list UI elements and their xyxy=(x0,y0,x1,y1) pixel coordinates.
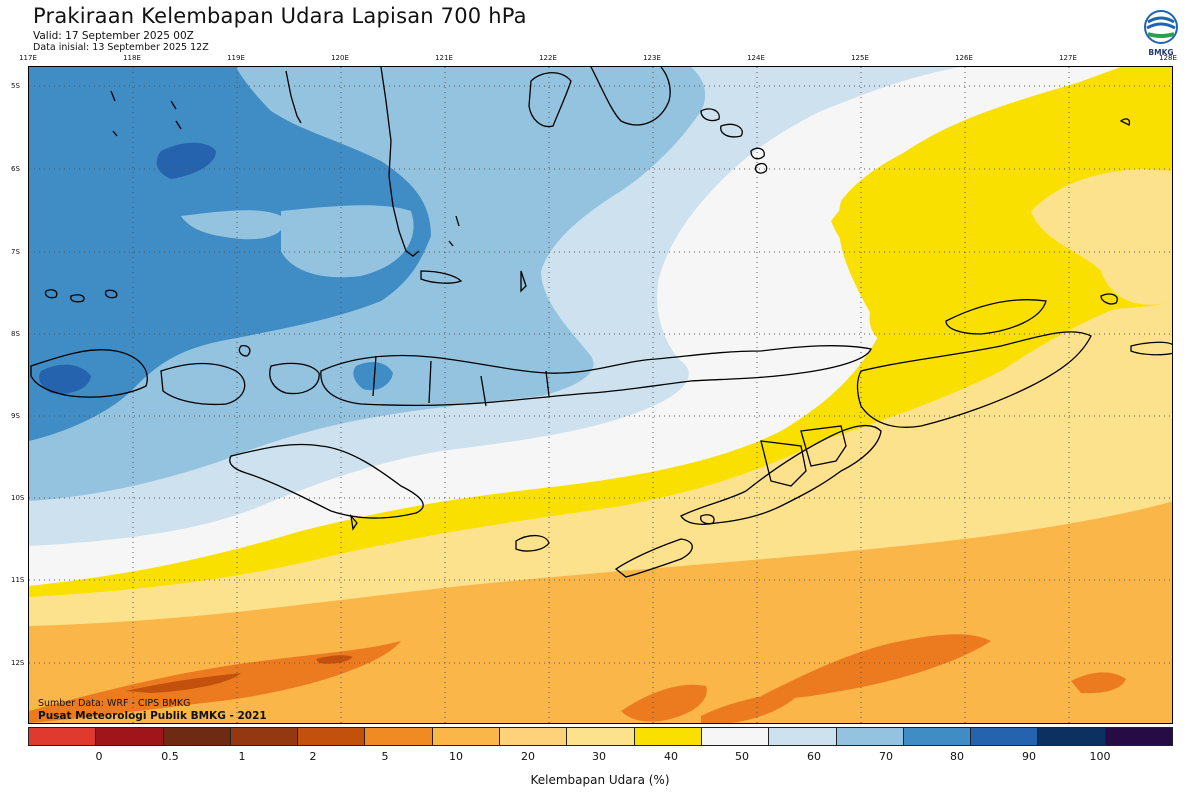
colorbar-swatch xyxy=(432,728,501,745)
lon-label: 119E xyxy=(227,54,245,62)
lat-label: 9S xyxy=(11,412,20,420)
colorbar-swatch xyxy=(903,728,972,745)
colorbar-swatch xyxy=(29,728,97,745)
colorbar-swatch xyxy=(500,728,568,745)
lon-label: 122E xyxy=(539,54,557,62)
lon-label: 123E xyxy=(643,54,661,62)
lon-label: 118E xyxy=(123,54,141,62)
bmkg-logo-icon: BMKG xyxy=(1142,8,1184,58)
colorbar-swatch xyxy=(230,728,299,745)
colorbar-swatch xyxy=(96,728,164,745)
colorbar-tick: 50 xyxy=(735,750,749,763)
lon-label: 125E xyxy=(851,54,869,62)
lat-label: 10S xyxy=(11,494,25,502)
colorbar-tick: 0 xyxy=(95,750,103,763)
colorbar-tick: 90 xyxy=(1022,750,1036,763)
lat-label: 12S xyxy=(11,659,25,667)
map-title: Prakiraan Kelembapan Udara Lapisan 700 h… xyxy=(33,4,527,28)
data-source-credit: Sumber Data: WRF - CIPS BMKG xyxy=(38,698,191,709)
coastlines xyxy=(30,67,1172,578)
lat-label: 11S xyxy=(11,576,25,584)
colorbar-swatch xyxy=(1038,728,1106,745)
logo-text: BMKG xyxy=(1148,48,1173,57)
colorbar-tick: 40 xyxy=(664,750,678,763)
colorbar-tick: 70 xyxy=(879,750,893,763)
colorbar-tick: 2 xyxy=(309,750,317,763)
colorbar-swatch xyxy=(634,728,702,745)
colorbar-tick: 80 xyxy=(950,750,964,763)
colorbar-tick: 30 xyxy=(592,750,606,763)
humidity-field xyxy=(29,67,1172,723)
organization-credit: Pusat Meteorologi Publik BMKG - 2021 xyxy=(38,710,267,722)
lon-label: 126E xyxy=(955,54,973,62)
lon-label: 120E xyxy=(331,54,349,62)
init-time: Data inisial: 13 September 2025 12Z xyxy=(33,42,209,53)
colorbar-swatch xyxy=(1105,728,1173,745)
colorbar-tick: 20 xyxy=(521,750,535,763)
colorbar-label: Kelembapan Udara (%) xyxy=(530,773,670,787)
lat-label: 6S xyxy=(11,165,20,173)
lon-label: 127E xyxy=(1059,54,1077,62)
colorbar-tick: 60 xyxy=(807,750,821,763)
graticule xyxy=(29,67,1172,723)
lat-label: 5S xyxy=(11,82,20,90)
lon-label: 121E xyxy=(435,54,453,62)
colorbar-swatch xyxy=(163,728,231,745)
colorbar-swatch xyxy=(701,728,770,745)
colorbar-tick: 5 xyxy=(381,750,389,763)
lon-label: 128E xyxy=(1159,54,1177,62)
colorbar-swatch xyxy=(836,728,904,745)
colorbar-swatch xyxy=(365,728,433,745)
humidity-map[interactable] xyxy=(28,66,1173,724)
colorbar-tick: 10 xyxy=(449,750,463,763)
colorbar-swatch xyxy=(769,728,837,745)
colorbar-swatch xyxy=(971,728,1039,745)
colorbar-swatch xyxy=(567,728,635,745)
colorbar-tick: 0.5 xyxy=(161,750,179,763)
lat-label: 8S xyxy=(11,330,20,338)
colorbar xyxy=(28,727,1173,746)
colorbar-swatch xyxy=(298,728,366,745)
longitude-labels: 117E 118E 119E 120E 121E 122E 123E 124E … xyxy=(0,54,1200,66)
lon-label: 124E xyxy=(747,54,765,62)
valid-time: Valid: 17 September 2025 00Z xyxy=(33,30,194,42)
lat-label: 7S xyxy=(11,248,20,256)
colorbar-tick: 1 xyxy=(238,750,246,763)
colorbar-tick: 100 xyxy=(1089,750,1111,763)
lon-label: 117E xyxy=(19,54,37,62)
